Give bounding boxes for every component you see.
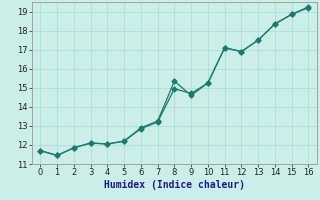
X-axis label: Humidex (Indice chaleur): Humidex (Indice chaleur)	[104, 180, 245, 190]
